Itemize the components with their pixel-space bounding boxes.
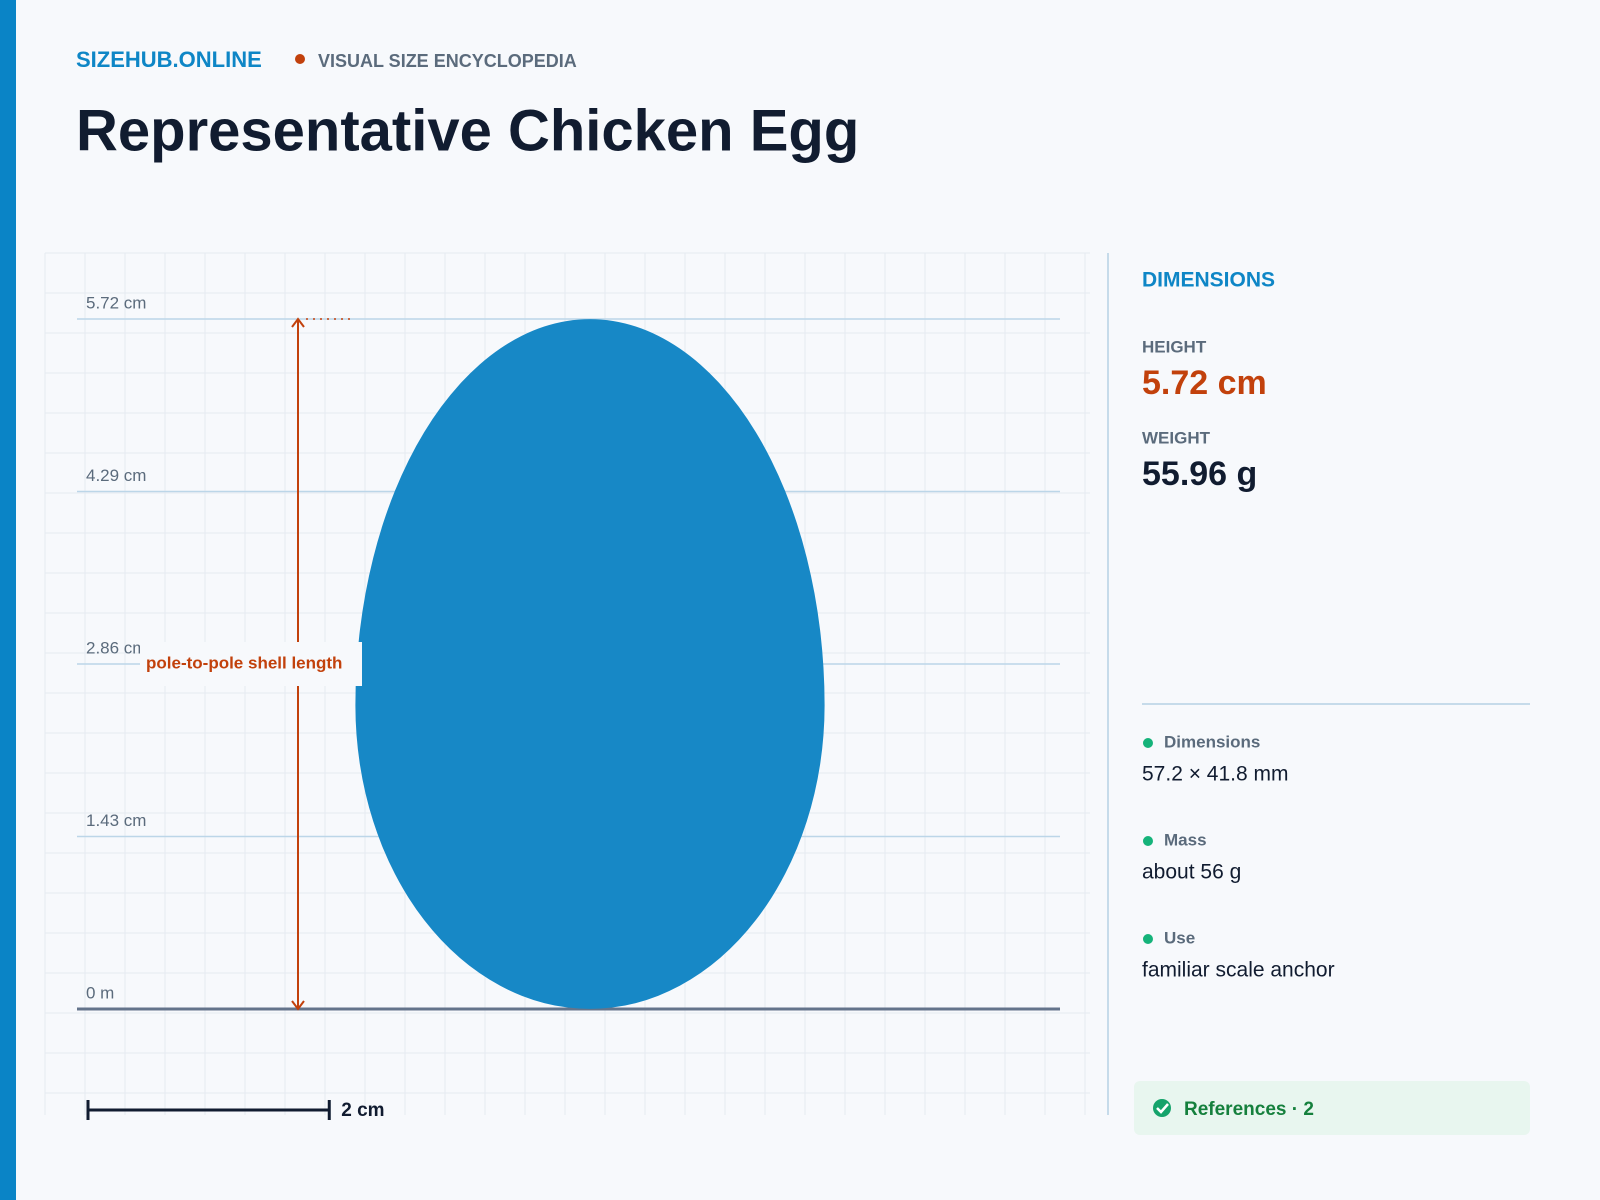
stat-value: 5.72 cm: [1142, 364, 1267, 402]
fact-bullet: [1143, 738, 1153, 748]
fact-bullet: [1143, 934, 1153, 944]
y-tick-label: 1.43 cm: [86, 811, 146, 830]
section-name: VISUAL SIZE ENCYCLOPEDIA: [318, 51, 577, 71]
arrow-head: [291, 317, 305, 328]
fact-label: Mass: [1164, 830, 1207, 849]
y-tick-label: 2.86 cm: [86, 638, 146, 657]
scale-bar-label: 2 cm: [341, 1100, 384, 1121]
sidebar-heading: DIMENSIONS: [1142, 269, 1275, 292]
plot: 0 m 1.43 cm 2.86 cm 4.29 cm 5.72 cm pole-to-p…: [44, 252, 1090, 1121]
fact-label: Dimensions: [1164, 732, 1260, 751]
site-name[interactable]: SIZEHUB.ONLINE: [76, 47, 262, 72]
egg-silhouette: [355, 319, 825, 1009]
fact-bullet: [1143, 836, 1153, 846]
check-icon: [1153, 1099, 1171, 1117]
annotation-background: [140, 642, 362, 686]
fact-label: Use: [1164, 928, 1195, 947]
arrow-head: [291, 1000, 305, 1011]
stat-label: WEIGHT: [1142, 428, 1211, 447]
y-tick-label: 5.72 cm: [86, 293, 146, 312]
separator-dot: [295, 54, 305, 64]
stat-label: HEIGHT: [1142, 337, 1207, 356]
y-tick-label: 0 m: [86, 983, 114, 1002]
y-tick-label: 4.29 cm: [86, 466, 146, 485]
accent-strip: [0, 0, 16, 1200]
fact-value: 57.2 × 41.8 mm: [1142, 763, 1289, 786]
references-box[interactable]: [1134, 1081, 1530, 1135]
fact-value: familiar scale anchor: [1142, 959, 1335, 982]
fact-value: about 56 g: [1142, 861, 1241, 884]
stat-value: 55.96 g: [1142, 455, 1257, 493]
references-link[interactable]: References · 2: [1184, 1099, 1314, 1120]
check-mark: [1156, 1103, 1169, 1114]
facts: Dimensions 57.2 × 41.8 mm Mass about 56 g Us…: [1142, 732, 1335, 981]
page-title: Representative Chicken Egg: [76, 98, 859, 163]
annotation: pole-to-pole shell length: [146, 653, 342, 672]
